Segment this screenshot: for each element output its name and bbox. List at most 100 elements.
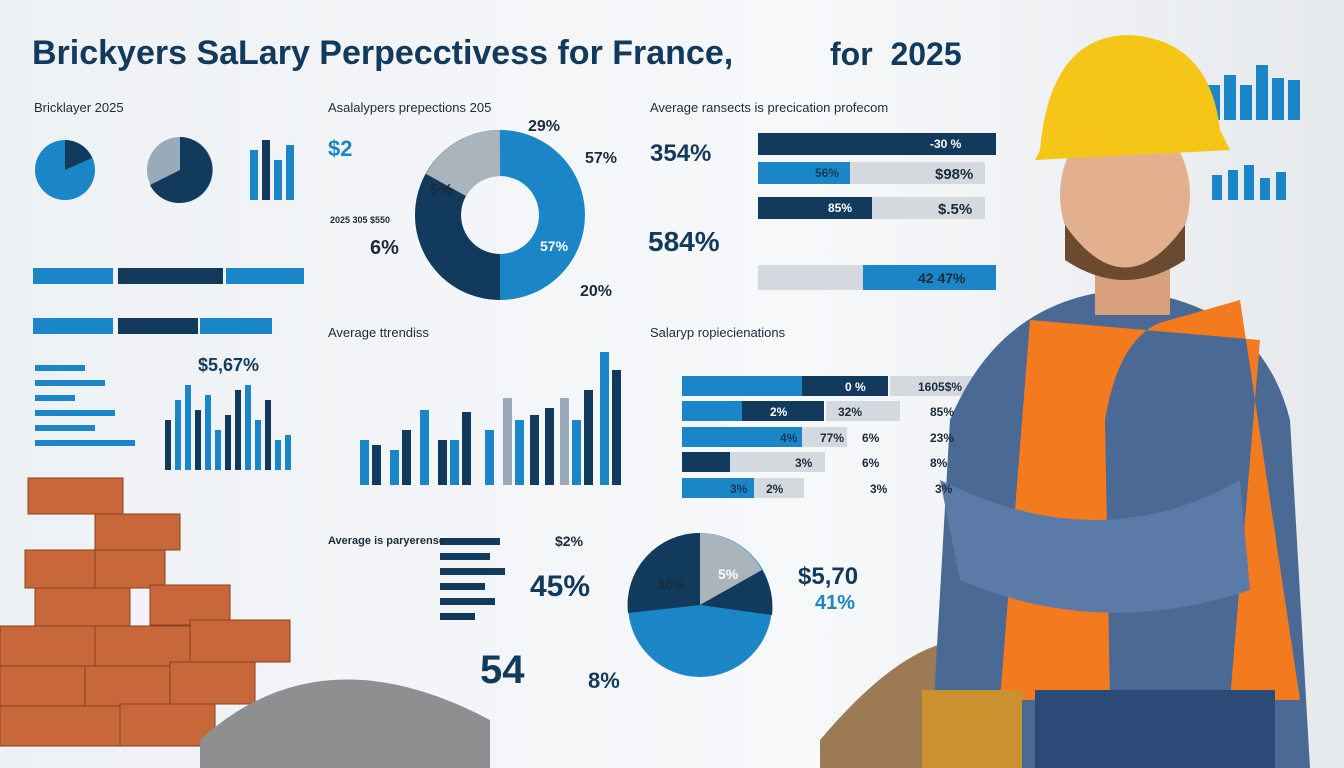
label: 23%	[930, 431, 955, 445]
decoration-rect	[440, 538, 500, 545]
decoration-path	[1065, 225, 1185, 280]
decoration-path	[627, 532, 700, 613]
decoration-rect	[890, 376, 980, 396]
decoration-rect	[250, 150, 258, 200]
decoration-g	[758, 133, 996, 290]
label: 4%	[780, 431, 798, 445]
decoration-rect	[274, 160, 282, 200]
decoration-rect	[572, 420, 581, 485]
panel-heading: Average is paryerense	[328, 535, 445, 547]
label: 29%	[528, 118, 561, 135]
label: $5,70	[798, 563, 859, 590]
decoration-rect	[265, 400, 271, 470]
decoration-rect	[440, 613, 475, 620]
decoration-path	[200, 679, 490, 768]
panel-heading: Asalalypers prepections 205	[328, 100, 492, 115]
decoration-rect	[200, 318, 272, 334]
decoration-rect	[802, 376, 888, 396]
decoration-path	[150, 137, 213, 203]
decoration-rect	[742, 401, 824, 421]
decoration-rect	[682, 376, 802, 396]
decoration-rect	[390, 450, 399, 485]
label: 3%	[870, 482, 888, 496]
decoration-rect	[94, 513, 181, 551]
decoration-path	[65, 140, 92, 170]
decoration-rect	[94, 625, 191, 667]
decoration-rect	[485, 430, 494, 485]
decoration-rect	[440, 583, 485, 590]
label: 32%	[838, 405, 863, 419]
decoration-rect	[235, 390, 241, 470]
decoration-rect	[438, 440, 447, 485]
decoration-rect	[189, 619, 291, 663]
decoration-rect	[33, 318, 113, 334]
decoration-path	[1035, 35, 1230, 160]
decoration-rect	[0, 705, 121, 747]
label: 57%	[585, 150, 618, 167]
title: Brickyers SaLary Perpecctivess for Franc…	[32, 34, 734, 72]
decoration-rect	[185, 385, 191, 470]
decoration-rect	[27, 477, 124, 515]
decoration-g	[0, 477, 291, 747]
label: 57%	[540, 238, 569, 254]
decoration-rect	[34, 587, 131, 627]
label: 2%	[766, 482, 784, 496]
decoration-rect	[758, 133, 996, 155]
decoration-rect	[1288, 80, 1300, 120]
decoration-rect	[35, 395, 75, 401]
decoration-rect	[35, 425, 95, 431]
decoration-rect	[850, 162, 985, 184]
decoration-rect	[440, 553, 490, 560]
decoration-rect	[922, 690, 1022, 768]
decoration-rect	[682, 452, 730, 472]
decoration-rect	[420, 410, 429, 485]
label: 6%	[862, 456, 880, 470]
label: 354%	[650, 140, 712, 167]
decoration-rect	[35, 440, 135, 446]
label: 56%	[815, 166, 840, 180]
decoration-path	[700, 533, 762, 605]
label: 5%	[430, 182, 454, 199]
label: 2025 305 $550	[330, 215, 391, 225]
decoration-g	[360, 352, 980, 620]
decoration-rect	[35, 380, 105, 386]
decoration-rect	[530, 415, 539, 485]
decoration-rect	[360, 440, 369, 485]
decoration-rect	[600, 352, 609, 485]
label: 42 47%	[918, 270, 966, 286]
decoration-rect	[175, 400, 181, 470]
decoration-rect	[440, 568, 505, 575]
decoration-rect	[84, 665, 171, 707]
decoration-rect	[584, 390, 593, 485]
decoration-rect	[754, 478, 804, 498]
decoration-g	[1208, 65, 1300, 200]
decoration-rect	[35, 365, 85, 371]
label: $2	[328, 136, 353, 161]
label: 3%	[730, 482, 748, 496]
decoration-rect	[826, 401, 900, 421]
decoration-rect	[225, 415, 231, 470]
decoration-rect	[730, 452, 825, 472]
decoration-rect	[94, 549, 166, 589]
decoration-rect	[226, 268, 304, 284]
label: 1605$%	[918, 380, 963, 394]
decoration-rect	[149, 584, 231, 626]
label: 54	[480, 648, 525, 692]
label: -30 %	[930, 137, 962, 151]
label: 85%	[828, 201, 853, 215]
decoration-rect	[758, 197, 872, 219]
label: $.5%	[938, 201, 973, 218]
decoration-rect	[612, 370, 621, 485]
label: 41%	[815, 592, 856, 614]
decoration-rect	[462, 412, 471, 485]
decoration-rect	[802, 427, 847, 447]
decoration-rect	[0, 665, 86, 707]
decoration-rect	[372, 445, 381, 485]
decoration-rect	[255, 420, 261, 470]
decoration-rect	[515, 420, 524, 485]
decoration-path	[425, 130, 502, 198]
decoration-rect	[118, 268, 223, 284]
decoration-rect	[119, 703, 216, 747]
